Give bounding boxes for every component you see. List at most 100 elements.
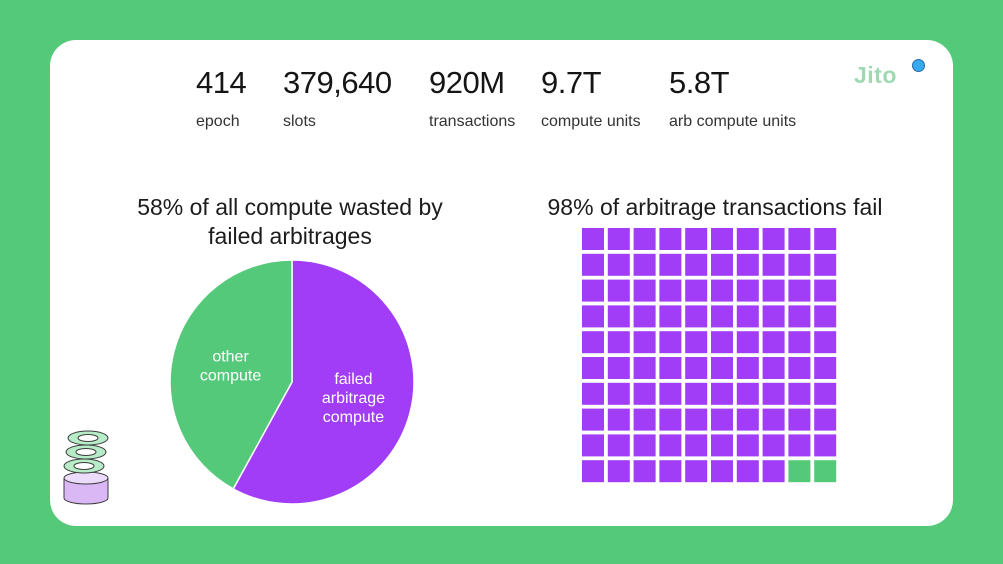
waffle-cell [582, 460, 604, 483]
waffle-cell [788, 253, 811, 276]
waffle-cell [582, 279, 604, 302]
waffle-cell [685, 331, 708, 354]
waffle-cell [607, 228, 630, 250]
waffle-cell [814, 305, 837, 328]
waffle-cell [788, 357, 811, 379]
waffle-cell [582, 331, 604, 354]
pie-slice-0 [232, 259, 415, 505]
stat-label: compute units [541, 113, 641, 130]
waffle-cell [814, 460, 837, 483]
waffle-cell [736, 408, 759, 431]
waffle-cell [762, 331, 785, 354]
stat-value: 9.7T [541, 65, 602, 100]
waffle-cell [685, 279, 708, 302]
stat-label: arb compute units [669, 113, 797, 130]
waffle-cell [788, 331, 811, 354]
waffle-cell [607, 331, 630, 354]
waffle-cell [633, 382, 656, 405]
waffle-cell [633, 460, 656, 483]
waffle-cell [659, 408, 682, 431]
waffle-cell [582, 357, 604, 379]
stats-card: 414 epoch 379,640 slots 920M transaction… [50, 40, 953, 526]
waffle-cell [788, 279, 811, 302]
waffle-cell [633, 408, 656, 431]
waffle-cell [659, 357, 682, 379]
waffle-cell [659, 382, 682, 405]
waffle-cell [607, 305, 630, 328]
waffle-cell [659, 305, 682, 328]
waffle-cell [659, 253, 682, 276]
waffle-cell [711, 460, 733, 483]
waffle-cell [762, 357, 785, 379]
waffle-cell [633, 279, 656, 302]
waffle-cell [736, 357, 759, 379]
waffle-cell [736, 305, 759, 328]
waffle-cell [659, 460, 682, 483]
waffle-cell [607, 279, 630, 302]
waffle-cell [762, 228, 785, 250]
waffle-cell [736, 460, 759, 483]
waffle-cell [607, 408, 630, 431]
waffle-cell [633, 228, 656, 250]
waffle-cell [685, 434, 708, 457]
waffle-cell [736, 253, 759, 276]
waffle-cell [685, 305, 708, 328]
waffle-cell [762, 408, 785, 431]
waffle-cell [736, 279, 759, 302]
waffle-cell [814, 331, 837, 354]
waffle-cell [711, 382, 733, 405]
waffle-cell [762, 460, 785, 483]
stat-value: 414 [196, 65, 247, 100]
waffle-cell [685, 408, 708, 431]
waffle-cell [736, 382, 759, 405]
waffle-cell [788, 434, 811, 457]
waffle-cell [788, 460, 811, 483]
waffle-cell [788, 228, 811, 250]
pie-chart-title: 58% of all compute wasted by failed arbi… [137, 194, 443, 249]
waffle-cell [788, 408, 811, 431]
waffle-cell [711, 279, 733, 302]
stat-label: transactions [429, 113, 516, 130]
waffle-cell [582, 228, 604, 250]
waffle-cell [633, 305, 656, 328]
waffle-cell [711, 408, 733, 431]
waffle-cell [711, 228, 733, 250]
waffle-cell [685, 357, 708, 379]
waffle-cell [607, 253, 630, 276]
waffle-cell [582, 382, 604, 405]
stat-value: 5.8T [669, 65, 730, 100]
waffle-cell [659, 434, 682, 457]
waffle-cell [607, 357, 630, 379]
waffle-cell [736, 331, 759, 354]
pie-slice-1 [169, 259, 293, 490]
waffle-cell [736, 434, 759, 457]
stat-label: slots [283, 113, 316, 130]
waffle-chart [582, 228, 837, 483]
waffle-cell [711, 434, 733, 457]
stat-transactions: 920M transactions [429, 66, 515, 132]
waffle-cell [582, 408, 604, 431]
waffle-cell [685, 253, 708, 276]
coin-stack-icon [63, 430, 109, 505]
waffle-cell [607, 434, 630, 457]
waffle-cell [736, 228, 759, 250]
waffle-cell [582, 305, 604, 328]
stat-arb-compute-units: 5.8T arb compute units [669, 66, 796, 132]
waffle-cell [633, 331, 656, 354]
waffle-cell [711, 357, 733, 379]
waffle-cell [659, 228, 682, 250]
waffle-cell [762, 253, 785, 276]
pie-slice-label-1: other compute [200, 349, 261, 385]
waffle-cell [633, 434, 656, 457]
stat-value: 379,640 [283, 65, 392, 100]
waffle-cell [659, 331, 682, 354]
waffle-cell [633, 357, 656, 379]
stat-compute-units: 9.7T compute units [541, 66, 641, 132]
waffle-cell [814, 382, 837, 405]
waffle-chart-title: 98% of arbitrage transactions fail [547, 194, 883, 220]
waffle-cell [607, 382, 630, 405]
stat-value: 920M [429, 65, 505, 100]
waffle-cell [685, 460, 708, 483]
waffle-cell [762, 279, 785, 302]
waffle-cell [814, 228, 837, 250]
